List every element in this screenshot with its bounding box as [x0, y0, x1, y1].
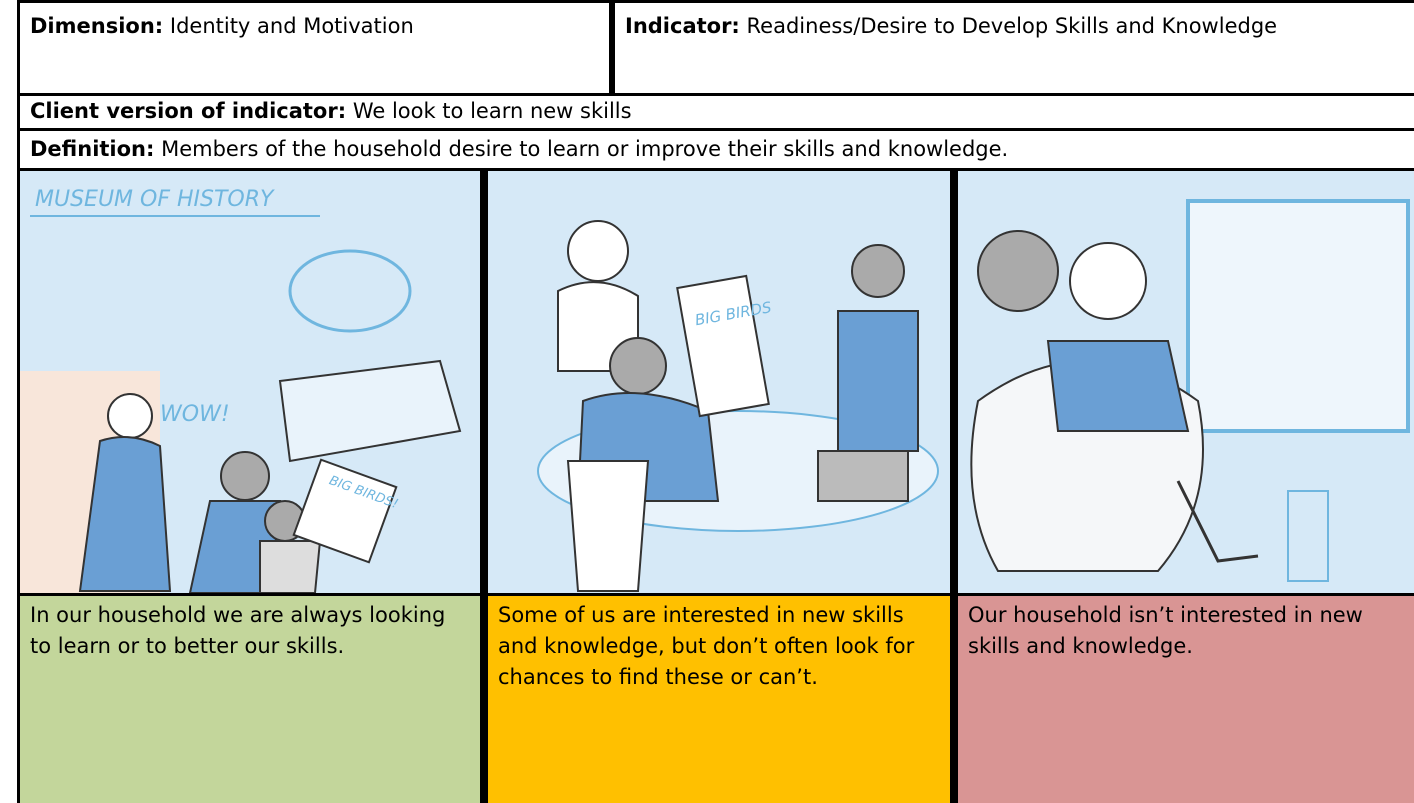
- label: Dimension:: [30, 14, 164, 38]
- sign: MUSEUM OF HISTORY: [35, 187, 275, 212]
- indicator-cell: Indicator: Readiness/Desire to Develop S…: [615, 3, 1414, 93]
- option-text: Some of us are interested in new skills …: [498, 603, 915, 689]
- option-cell: Some of us are interested in new skills …: [488, 596, 950, 803]
- table: Dimension: Identity and Motivation Indic…: [17, 0, 1414, 803]
- illustration: [958, 171, 1414, 593]
- illustration: BIG BIRDS: [488, 171, 950, 593]
- option-cell: In our household we are always looking t…: [20, 596, 480, 803]
- value: We look to learn new skills: [352, 99, 632, 123]
- option-text: Our household isn’t interested in new sk…: [968, 603, 1363, 658]
- museum-illustration: MUSEUM OF HISTORY WOW! BIG BIRDS!: [20, 171, 480, 594]
- label: Indicator:: [625, 14, 740, 38]
- illustration: MUSEUM OF HISTORY WOW! BIG BIRDS!: [20, 171, 480, 594]
- dimension-cell: Dimension: Identity and Motivation: [20, 3, 609, 93]
- value: Identity and Motivation: [169, 14, 414, 38]
- exclamation: WOW!: [160, 402, 230, 427]
- definition-cell: Definition: Members of the household des…: [20, 131, 1414, 168]
- option-cell: Our household isn’t interested in new sk…: [958, 596, 1414, 803]
- value: Readiness/Desire to Develop Skills and K…: [746, 14, 1278, 38]
- label: Client version of indicator:: [30, 99, 347, 123]
- label: Definition:: [30, 137, 155, 161]
- value: Members of the household desire to learn…: [161, 137, 1009, 161]
- option-text: In our household we are always looking t…: [30, 603, 446, 658]
- client-version-cell: Client version of indicator: We look to …: [20, 96, 1414, 128]
- breakfast-illustration: BIG BIRDS: [488, 171, 950, 593]
- gaming-illustration: [958, 171, 1414, 593]
